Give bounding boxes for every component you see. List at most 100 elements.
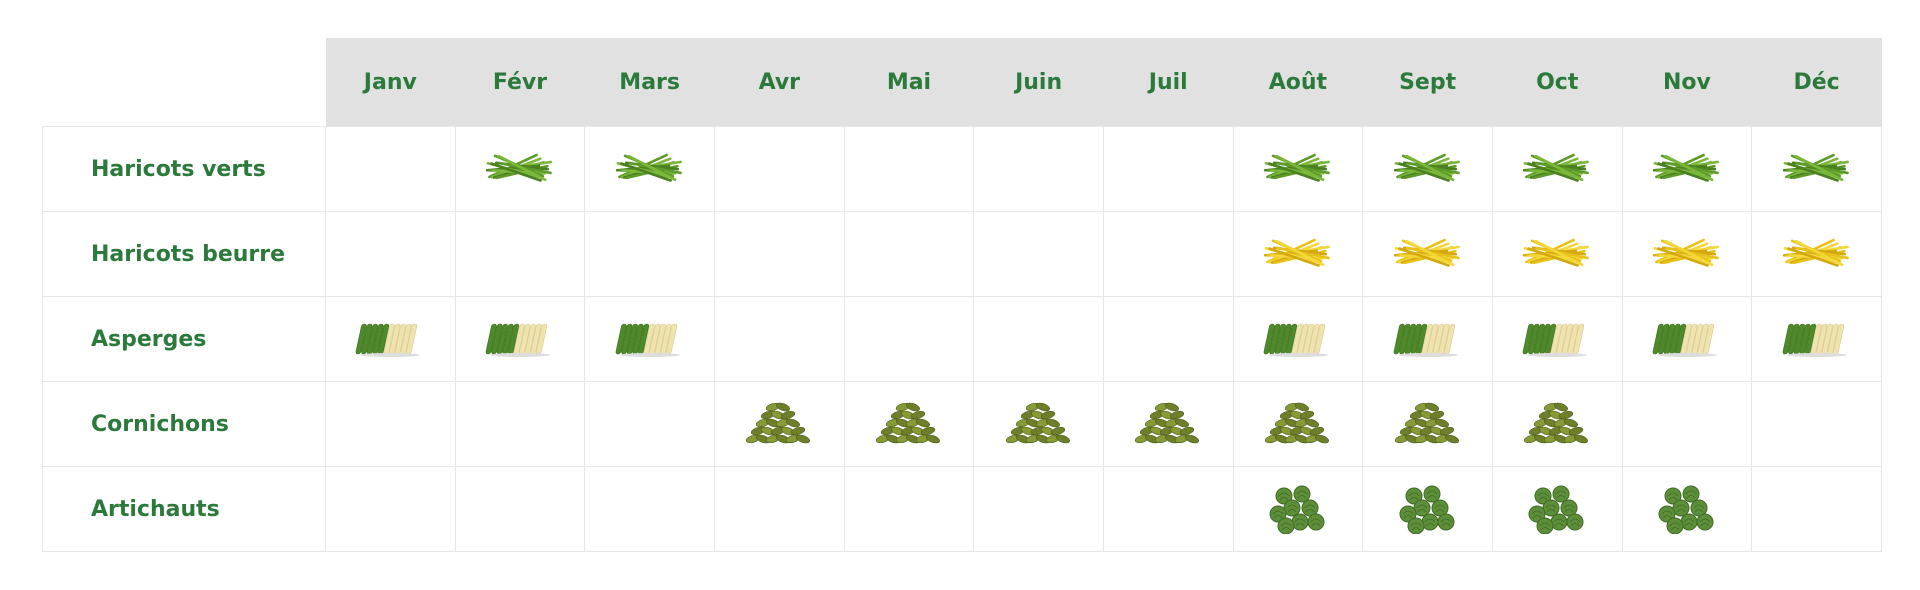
gherkins-icon	[1524, 402, 1589, 444]
yellow-beans-icon	[1652, 238, 1719, 267]
asparagus-icon	[1263, 323, 1328, 357]
month-header: Juin	[973, 38, 1104, 127]
empty-cell	[843, 126, 975, 212]
asparagus-icon	[1782, 323, 1847, 357]
artichokes-icon	[1528, 485, 1584, 534]
available-cell	[1232, 466, 1364, 552]
empty-cell	[1621, 381, 1753, 467]
available-cell	[1621, 126, 1753, 212]
available-cell	[1232, 211, 1364, 297]
empty-cell	[325, 211, 456, 297]
empty-cell	[584, 211, 715, 297]
available-cell	[1102, 381, 1234, 467]
available-cell	[1751, 126, 1882, 212]
seasonal-calendar-table: Janv Févr Mars Avr Mai Juin Juil Août Sept Oct Nov…	[42, 38, 1882, 552]
gherkins-icon	[875, 402, 940, 444]
gherkins-icon	[1394, 402, 1459, 444]
table-row: Cornichons	[42, 381, 1882, 467]
empty-cell	[584, 381, 715, 467]
empty-cell	[973, 126, 1104, 212]
empty-cell	[713, 296, 845, 382]
green-beans-icon	[485, 153, 552, 182]
asparagus-icon	[1652, 323, 1717, 357]
month-header: Août	[1233, 38, 1363, 127]
available-cell	[1362, 466, 1493, 552]
available-cell	[1621, 211, 1753, 297]
green-beans-icon	[1523, 153, 1590, 182]
available-cell	[1491, 126, 1623, 212]
available-cell	[713, 381, 845, 467]
corner-cell	[42, 38, 326, 127]
available-cell	[1232, 296, 1364, 382]
empty-cell	[454, 211, 586, 297]
vegetable-label: Asperges	[42, 296, 326, 382]
available-cell	[843, 381, 975, 467]
empty-cell	[584, 466, 715, 552]
month-header: Avr	[714, 38, 845, 127]
gherkins-icon	[746, 402, 811, 444]
green-beans-icon	[1652, 153, 1719, 182]
table-row: Artichauts	[42, 466, 1882, 552]
month-header: Sept	[1362, 38, 1493, 127]
month-header: Mai	[844, 38, 974, 127]
gherkins-icon	[1135, 402, 1200, 444]
available-cell	[1362, 381, 1493, 467]
available-cell	[1491, 466, 1623, 552]
available-cell	[973, 381, 1104, 467]
empty-cell	[325, 126, 456, 212]
artichokes-icon	[1399, 485, 1455, 534]
empty-cell	[454, 466, 586, 552]
empty-cell	[1102, 126, 1234, 212]
green-beans-icon	[1263, 153, 1330, 182]
green-beans-icon	[615, 153, 682, 182]
vegetable-label: Artichauts	[42, 466, 326, 552]
month-header: Juil	[1103, 38, 1234, 127]
available-cell	[584, 296, 715, 382]
available-cell	[325, 296, 456, 382]
yellow-beans-icon	[1782, 238, 1849, 267]
vegetable-label: Haricots verts	[42, 126, 326, 212]
asparagus-icon	[355, 323, 421, 357]
table-row: Haricots beurre	[42, 211, 1882, 297]
empty-cell	[454, 381, 586, 467]
available-cell	[1621, 466, 1753, 552]
empty-cell	[843, 211, 975, 297]
month-header: Oct	[1492, 38, 1623, 127]
vegetable-label: Cornichons	[42, 381, 326, 467]
available-cell	[454, 296, 586, 382]
gherkins-icon	[1264, 402, 1329, 444]
table-row: Asperges	[42, 296, 1882, 382]
gherkins-icon	[1005, 402, 1070, 444]
month-header: Janv	[325, 38, 456, 127]
asparagus-icon	[485, 323, 550, 357]
empty-cell	[1751, 381, 1882, 467]
green-beans-icon	[1393, 153, 1460, 182]
empty-cell	[1102, 466, 1234, 552]
month-header: Févr	[455, 38, 585, 127]
empty-cell	[1102, 296, 1234, 382]
yellow-beans-icon	[1393, 238, 1460, 267]
month-header: Déc	[1751, 38, 1882, 127]
green-beans-icon	[1782, 153, 1849, 182]
empty-cell	[325, 381, 456, 467]
artichokes-icon	[1269, 485, 1325, 534]
empty-cell	[713, 211, 845, 297]
empty-cell	[325, 466, 456, 552]
available-cell	[1362, 126, 1493, 212]
available-cell	[1751, 296, 1882, 382]
empty-cell	[713, 466, 845, 552]
asparagus-icon	[1522, 323, 1588, 357]
table-row: Haricots verts	[42, 126, 1882, 212]
empty-cell	[973, 296, 1104, 382]
empty-cell	[843, 296, 975, 382]
available-cell	[1232, 126, 1364, 212]
available-cell	[1491, 211, 1623, 297]
asparagus-icon	[615, 323, 680, 357]
available-cell	[1362, 211, 1493, 297]
empty-cell	[843, 466, 975, 552]
month-header: Mars	[584, 38, 715, 127]
yellow-beans-icon	[1263, 238, 1330, 267]
available-cell	[1232, 381, 1364, 467]
available-cell	[1491, 381, 1623, 467]
vegetable-label: Haricots beurre	[42, 211, 326, 297]
